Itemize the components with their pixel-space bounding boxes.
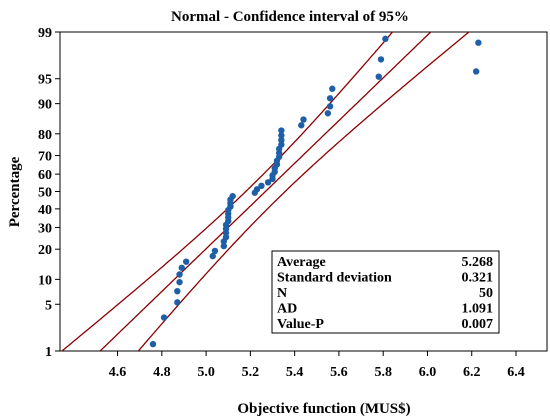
y-tick-label: 30: [38, 221, 52, 236]
x-tick-label: 5.2: [242, 365, 260, 380]
data-point: [182, 258, 190, 265]
x-tick-label: 4.6: [109, 365, 127, 380]
stats-value: 0.007: [462, 317, 494, 332]
data-point: [324, 110, 332, 117]
y-tick-label: 99: [38, 26, 52, 41]
lower-confidence-band: [60, 32, 394, 351]
stats-label: Standard deviation: [277, 271, 392, 286]
data-point: [377, 56, 385, 63]
stats-label: N: [277, 286, 287, 301]
data-point: [174, 287, 181, 295]
upper-confidence-band: [137, 32, 470, 351]
x-tick-label: 5.4: [286, 365, 304, 380]
x-tick-label: 6.4: [507, 365, 525, 380]
x-axis-label: Objective function (MUS$): [237, 401, 410, 417]
data-point: [278, 127, 285, 134]
y-tick-label: 40: [38, 203, 52, 218]
data-point: [211, 247, 219, 255]
x-tick-label: 6.0: [419, 365, 437, 380]
data-point: [278, 132, 285, 139]
data-point: [278, 141, 285, 148]
x-tick-label: 5.8: [374, 365, 392, 380]
y-tick-label: 50: [38, 186, 52, 201]
data-point: [258, 182, 265, 190]
data-point: [298, 122, 305, 129]
x-tick-label: 6.2: [463, 365, 481, 380]
stats-value: 1.091: [462, 302, 494, 317]
y-tick-label: 80: [38, 128, 52, 143]
x-tick-label: 4.8: [153, 365, 171, 380]
y-tick-label: 10: [38, 273, 52, 288]
y-tick-label: 5: [45, 298, 52, 313]
y-tick-label: 20: [38, 243, 52, 258]
y-tick-label: 1: [45, 345, 52, 360]
x-tick-label: 5.6: [330, 365, 348, 380]
y-axis-label: Percentage: [7, 156, 23, 227]
stats-box: Average 5.268 Standard deviation 0.321 N 50 AD…: [271, 250, 500, 334]
fit-line: [99, 32, 432, 351]
data-point: [229, 192, 236, 200]
stats-label: Value-P: [277, 317, 324, 332]
data-point: [278, 136, 285, 144]
data-point: [176, 271, 183, 278]
stats-value: 5.268: [462, 255, 494, 270]
data-point: [329, 85, 336, 92]
data-point: [326, 95, 334, 102]
x-tick-label: 5.0: [197, 365, 215, 380]
stats-box-frame: [271, 250, 500, 334]
data-point: [264, 179, 272, 186]
data-point: [178, 264, 185, 271]
stats-value: 0.321: [462, 271, 494, 286]
data-point: [220, 242, 228, 250]
stats-label: Average: [277, 255, 326, 270]
data-point: [375, 73, 382, 80]
data-point: [382, 35, 389, 43]
data-point: [253, 186, 261, 193]
data-point: [149, 340, 157, 348]
data-point: [472, 68, 480, 75]
data-point: [160, 314, 168, 321]
y-tick-label: 60: [38, 168, 52, 183]
data-point: [176, 278, 183, 286]
data-point: [475, 39, 482, 46]
chart-title: Normal - Confidence interval of 95%: [171, 9, 409, 25]
y-tick-label: 70: [38, 150, 52, 165]
stats-value: 50: [479, 286, 493, 301]
data-point: [174, 299, 181, 306]
data-point: [209, 252, 216, 260]
y-tick-label: 90: [38, 98, 52, 113]
y-tick-label: 95: [38, 73, 52, 88]
data-point: [300, 116, 307, 123]
stats-label: AD: [277, 302, 297, 317]
data-point: [326, 103, 334, 110]
